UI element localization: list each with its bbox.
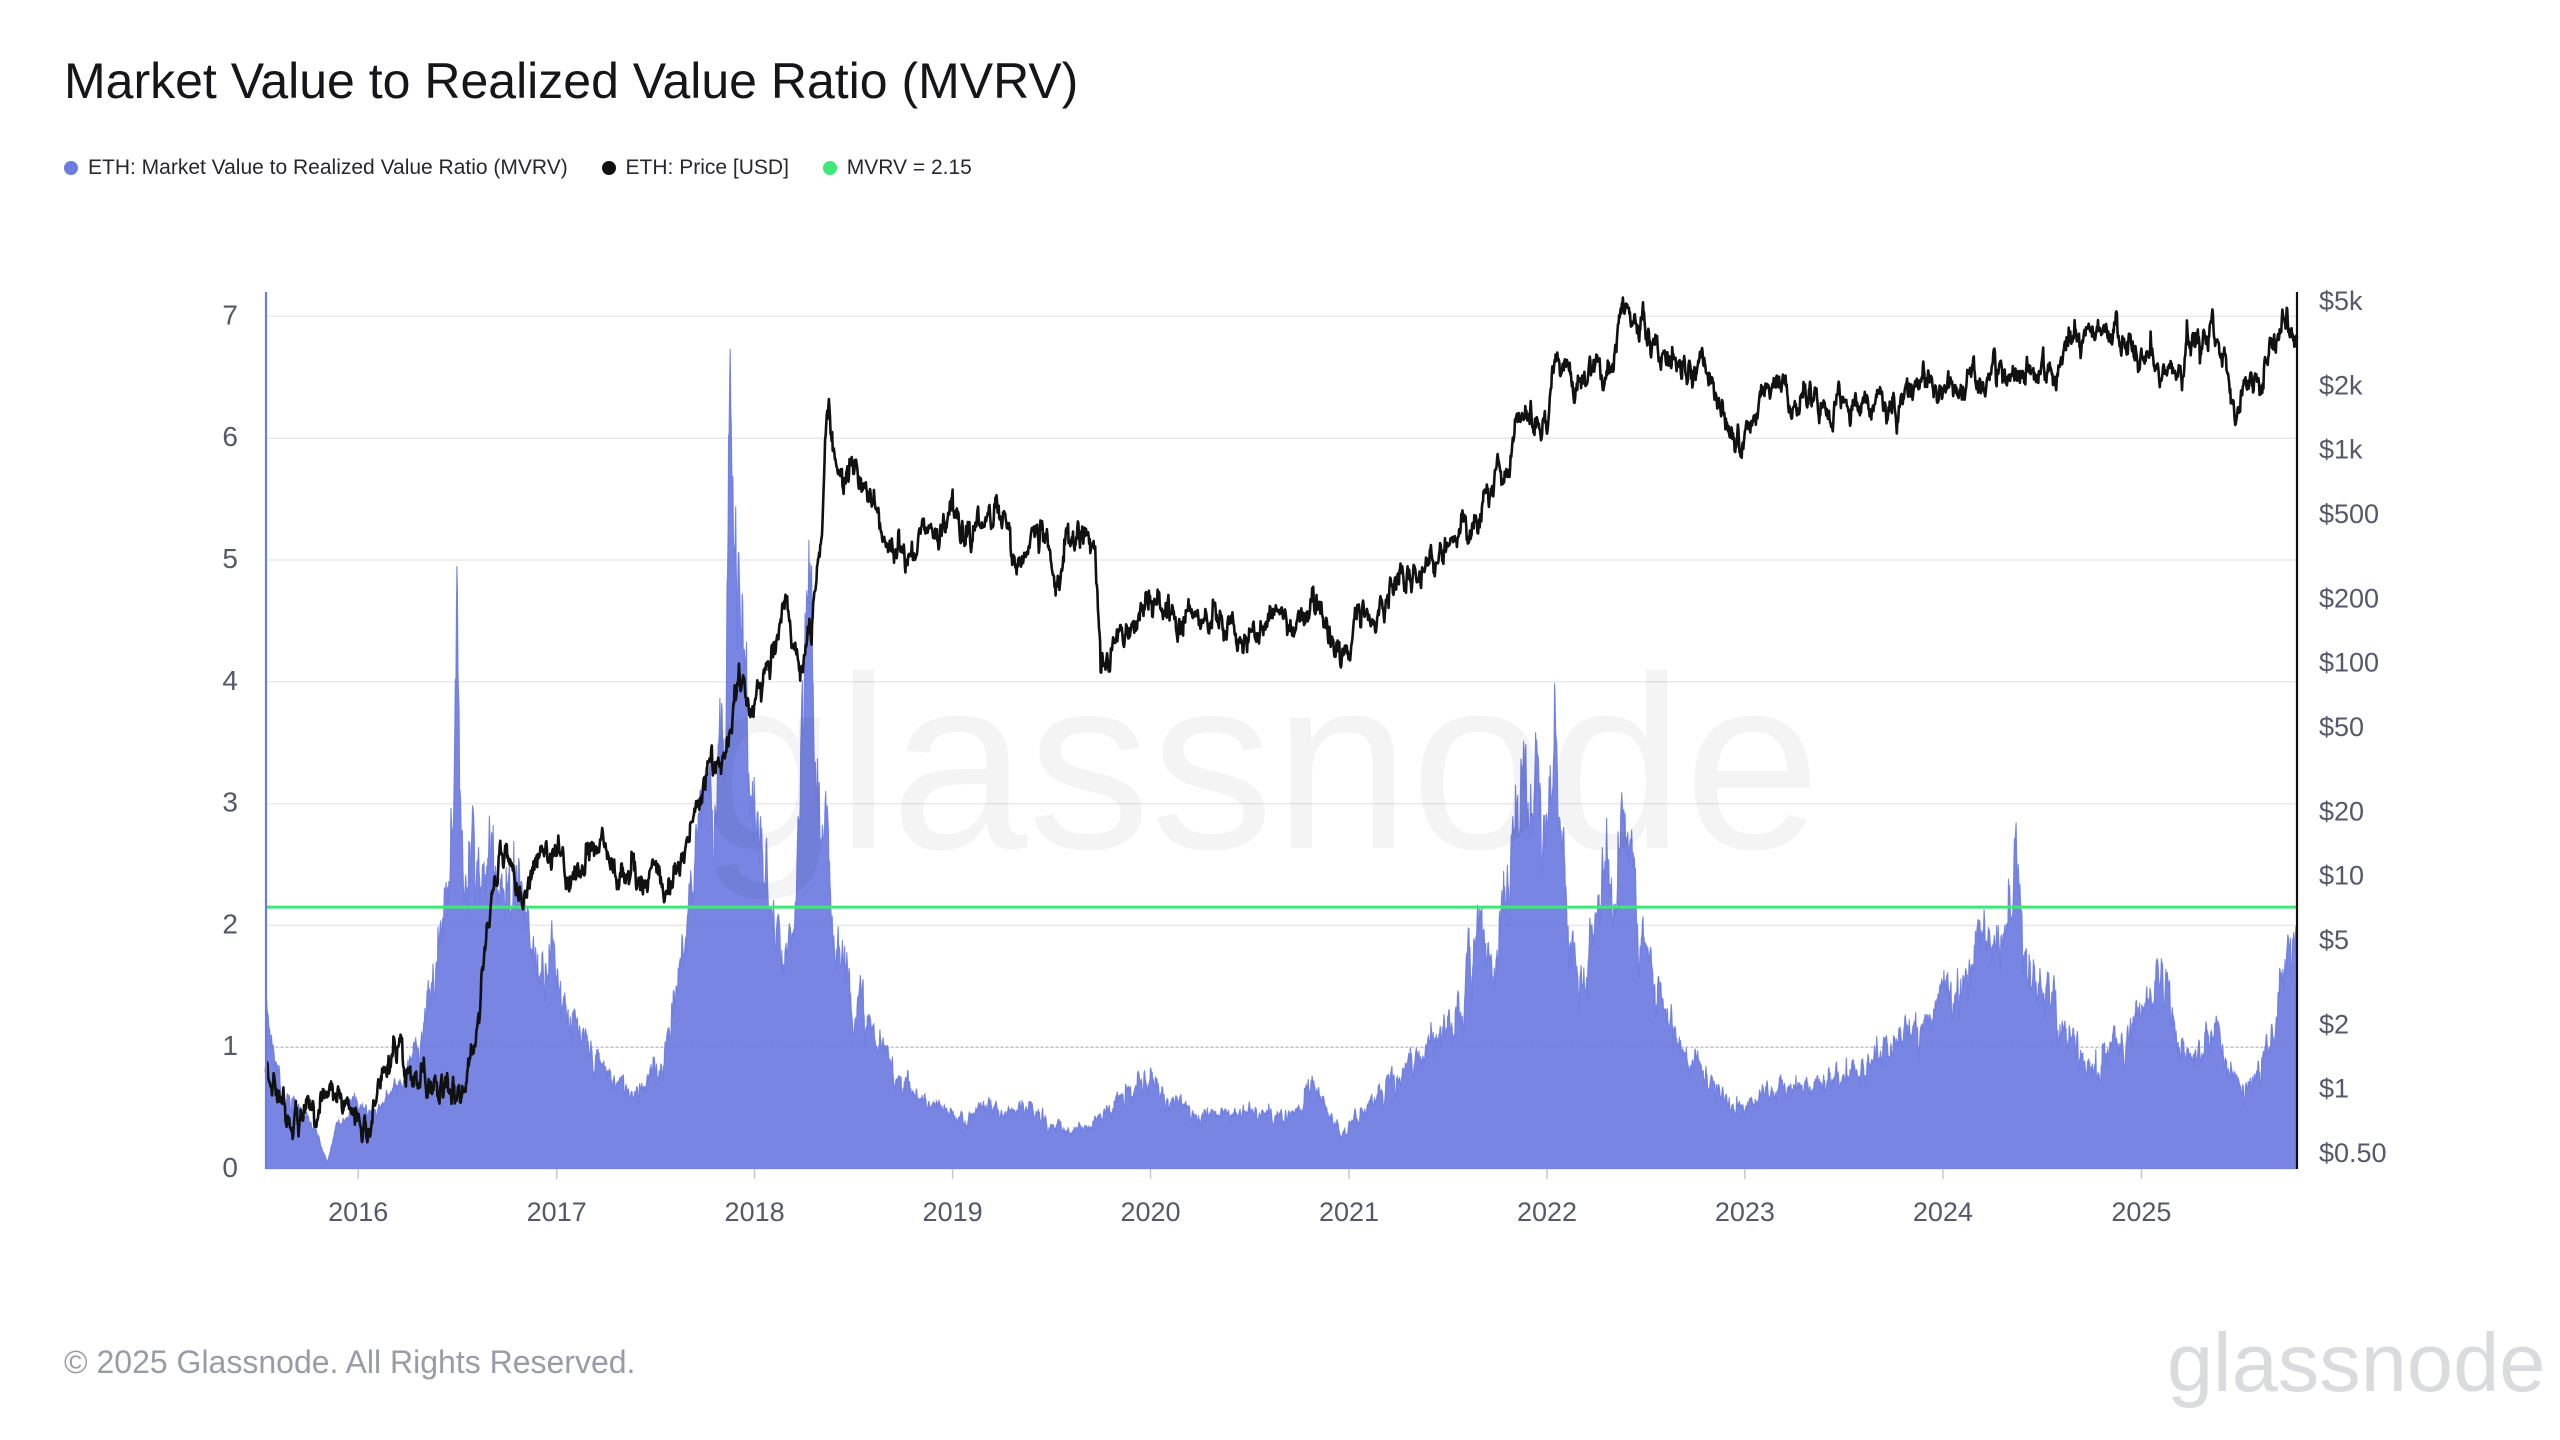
svg-text:2021: 2021 [1319, 1197, 1379, 1227]
svg-text:$100: $100 [2319, 648, 2379, 678]
svg-text:$500: $500 [2319, 499, 2379, 529]
svg-text:2025: 2025 [2111, 1197, 2171, 1227]
svg-text:2: 2 [222, 908, 238, 939]
svg-text:$1k: $1k [2319, 435, 2363, 465]
svg-text:2018: 2018 [725, 1197, 785, 1227]
svg-text:2019: 2019 [923, 1197, 983, 1227]
svg-text:2017: 2017 [527, 1197, 587, 1227]
svg-text:$10: $10 [2319, 861, 2364, 891]
svg-text:glassnode: glassnode [2167, 1316, 2545, 1409]
svg-text:$20: $20 [2319, 797, 2364, 827]
svg-text:0: 0 [222, 1152, 238, 1183]
svg-text:2023: 2023 [1715, 1197, 1775, 1227]
svg-text:2020: 2020 [1120, 1197, 1180, 1227]
svg-text:$2: $2 [2319, 1010, 2349, 1040]
svg-text:1: 1 [222, 1030, 238, 1061]
svg-text:$2k: $2k [2319, 371, 2363, 401]
svg-text:$1: $1 [2319, 1074, 2349, 1104]
svg-text:2022: 2022 [1517, 1197, 1577, 1227]
svg-text:$200: $200 [2319, 584, 2379, 614]
svg-text:3: 3 [222, 787, 238, 818]
svg-text:4: 4 [222, 665, 238, 696]
svg-text:glassnode: glassnode [699, 626, 1821, 901]
svg-text:$5k: $5k [2319, 286, 2363, 316]
svg-text:5: 5 [222, 543, 238, 574]
svg-text:$0.50: $0.50 [2319, 1138, 2387, 1168]
svg-text:7: 7 [222, 299, 238, 330]
svg-text:2016: 2016 [328, 1197, 388, 1227]
svg-text:6: 6 [222, 421, 238, 452]
svg-text:2024: 2024 [1913, 1197, 1973, 1227]
svg-text:$50: $50 [2319, 712, 2364, 742]
svg-text:$5: $5 [2319, 925, 2349, 955]
